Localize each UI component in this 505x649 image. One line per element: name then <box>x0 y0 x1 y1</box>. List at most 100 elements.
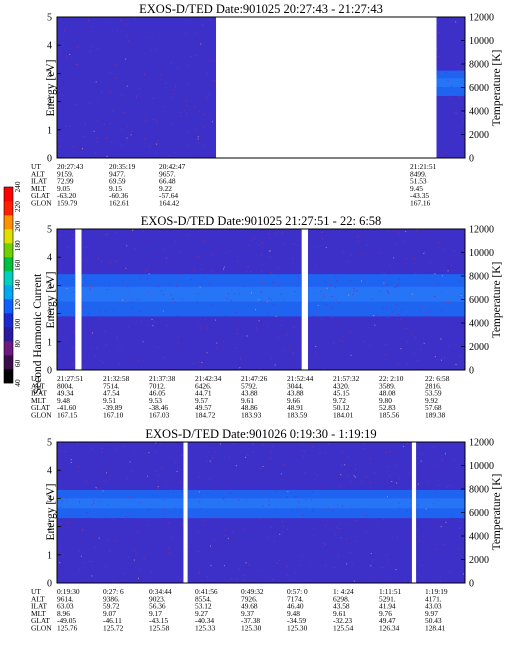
orbit-row-label: GLON <box>31 411 52 420</box>
colorbar-cell <box>4 229 13 244</box>
y-tick-label: 4 <box>47 41 52 52</box>
orbit-value: 9614. <box>57 594 74 603</box>
orbit-value: 21:47:26 <box>241 374 268 383</box>
orbit-value: 0:19:30 <box>57 587 80 596</box>
panel-2-ylabel: Energy [eV] <box>45 272 57 329</box>
orbit-value: 0:34:44 <box>149 587 172 596</box>
panel-1-ylabel: Energy [eV] <box>45 60 57 117</box>
orbit-value: 8004. <box>57 381 74 390</box>
speckle-texture <box>57 442 183 583</box>
enhanced-current-band <box>81 274 302 317</box>
colorbar-tick-label: 200 <box>13 220 22 231</box>
colorbar-tick-label: 40 <box>13 379 22 387</box>
colorbar-cell <box>4 285 13 300</box>
orbit-value: 9.27 <box>195 609 208 618</box>
y2-tick-label: 12000 <box>469 13 494 24</box>
orbit-value: 189.38 <box>425 411 446 420</box>
orbit-value: 0:27: 6 <box>103 587 124 596</box>
enhanced-current-band <box>187 489 412 519</box>
speckle-texture <box>187 442 413 583</box>
speckle-texture <box>57 17 217 158</box>
colorbar-tick-label: 80 <box>13 340 22 348</box>
orbit-value: 1:19:19 <box>425 587 448 596</box>
orbit-value: 7514. <box>103 381 120 390</box>
colorbar-cell <box>4 327 13 342</box>
orbit-value: 9.51 <box>103 396 116 405</box>
orbit-value: 183.93 <box>241 411 262 420</box>
orbit-row-label: ILAT <box>31 389 47 398</box>
orbit-value: 51.53 <box>410 177 427 186</box>
orbit-value: 21:42:34 <box>195 374 222 383</box>
colorbar-tick-label: 180 <box>13 240 22 251</box>
orbit-value: 1: 4:24 <box>333 587 354 596</box>
panel-3-ylabel: Energy [eV] <box>45 484 57 541</box>
orbit-value: 167.10 <box>103 411 124 420</box>
orbit-value: 3044. <box>287 381 304 390</box>
orbit-value: 167.03 <box>149 411 170 420</box>
colorbar-frame <box>3 186 14 384</box>
y2-tick-label: 8000 <box>469 485 489 496</box>
colorbar-cell <box>4 369 13 384</box>
orbit-value: 9477. <box>109 169 126 178</box>
orbit-value: 125.33 <box>195 624 216 633</box>
orbit-value: 9.45 <box>410 184 423 193</box>
y2-tick-label: 4000 <box>469 107 489 118</box>
orbit-value: 22: 6:58 <box>425 374 450 383</box>
orbit-value: 52.83 <box>379 403 396 412</box>
orbit-value: 125.58 <box>149 624 170 633</box>
y-tick-label: 0 <box>47 154 52 165</box>
orbit-value: -41.60 <box>57 403 76 412</box>
orbit-value: 46.05 <box>149 389 166 398</box>
orbit-value: 9023. <box>149 594 166 603</box>
orbit-value: -49.05 <box>57 616 76 625</box>
orbit-row-label: UT <box>31 374 41 383</box>
speckle-texture <box>81 229 302 370</box>
orbit-value: 1:11:51 <box>379 587 402 596</box>
colorbar-label: Second Harmonic Current <box>32 273 44 395</box>
orbit-value: -43.15 <box>149 616 168 625</box>
orbit-value: 5291. <box>379 594 396 603</box>
orbit-value: 9.15 <box>109 184 122 193</box>
y2-tick-label: 6000 <box>469 508 489 519</box>
y-tick-label: 0 <box>47 579 52 590</box>
orbit-value: 9.57 <box>195 396 208 405</box>
orbit-row-label: ILAT <box>31 602 47 611</box>
orbit-value: 9.80 <box>379 396 392 405</box>
orbit-value: 167.15 <box>57 411 78 420</box>
orbit-value: 9.72 <box>333 396 346 405</box>
panel-1-data <box>57 17 465 158</box>
panel-1: EXOS-D/TED Date:901025 20:27:43 - 21:27:… <box>31 2 503 208</box>
panel-2-data <box>57 229 465 370</box>
orbit-value: 49.57 <box>195 403 212 412</box>
colorbar-cells <box>3 186 14 384</box>
y-tick-label: 0 <box>47 366 52 377</box>
y-tick-label: 5 <box>47 13 52 24</box>
colorbar-cell <box>4 215 13 230</box>
orbit-row-label: MLT <box>31 184 46 193</box>
orbit-value: -37.38 <box>241 616 260 625</box>
orbit-value: 20:27:43 <box>57 162 84 171</box>
orbit-row-label: MLT <box>31 396 46 405</box>
orbit-value: 9.66 <box>287 396 300 405</box>
orbit-value: 9.76 <box>379 609 392 618</box>
orbit-value: 9386. <box>103 594 120 603</box>
orbit-value: 9.92 <box>425 396 438 405</box>
orbit-value: 4320. <box>333 381 350 390</box>
panel-1-orbit-table: UTALTILATMLTGLATGLON20:27:439159.72.999.… <box>31 162 437 208</box>
orbit-value: 125.76 <box>57 624 78 633</box>
y-tick-label: 2 <box>47 309 52 320</box>
orbit-value: 21:57:32 <box>333 374 360 383</box>
y2-tick-label: 10000 <box>469 36 494 47</box>
y2-tick-label: 0 <box>469 579 474 590</box>
orbit-value: -38.46 <box>149 403 168 412</box>
y2-tick-label: 2000 <box>469 130 489 141</box>
orbit-value: 8.96 <box>57 609 70 618</box>
orbit-value: 48.91 <box>287 403 304 412</box>
colorbar-cell <box>4 271 13 286</box>
panel-1-axes: 0 1 2 3 4 5 0 2000 4000 6000 8000 10000 12000 <box>47 13 494 165</box>
orbit-value: 69.59 <box>109 177 126 186</box>
y-tick-label: 3 <box>47 281 52 292</box>
y2-tick-label: 0 <box>469 366 474 377</box>
y2-tick-label: 8000 <box>469 60 489 71</box>
orbit-value: 47.54 <box>103 389 120 398</box>
